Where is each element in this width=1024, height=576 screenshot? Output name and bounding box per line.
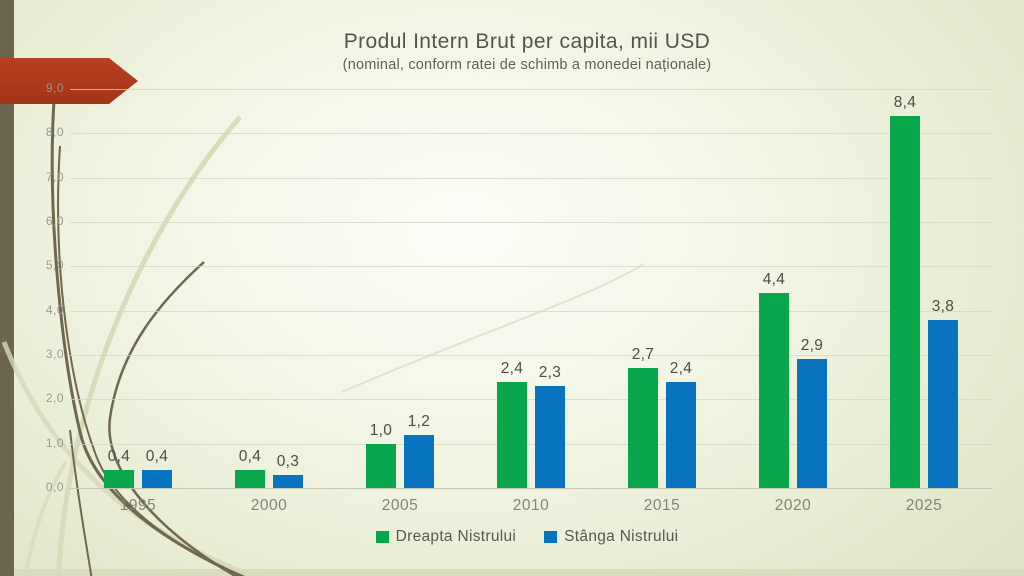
y-axis-tick-label: 1,0 bbox=[45, 435, 64, 450]
bottom-accent-strip bbox=[0, 569, 1024, 576]
gridline bbox=[70, 443, 992, 445]
legend-item: Dreapta Nistrului bbox=[375, 528, 517, 546]
bar-dreapta-nistrului-2015 bbox=[628, 368, 658, 488]
bar-value-label: 2,3 bbox=[538, 364, 562, 382]
bar-st-nga-nistrului-2020 bbox=[797, 359, 827, 488]
gridline bbox=[70, 89, 992, 90]
y-axis-tick-label: 3,0 bbox=[45, 347, 64, 361]
chart-legend: Dreapta Nistrului Stânga Nistrului bbox=[62, 528, 992, 546]
bar-st-nga-nistrului-2005 bbox=[404, 434, 434, 488]
bar-st-nga-nistrului-2000 bbox=[273, 474, 303, 488]
bar-value-label: 0,3 bbox=[276, 452, 300, 470]
y-axis-tick-label: 2,0 bbox=[45, 391, 64, 406]
y-axis-tick-label: 8,0 bbox=[45, 125, 64, 140]
legend-swatch bbox=[375, 531, 389, 543]
y-axis-tick-label: 9,0 bbox=[45, 81, 64, 95]
y-axis-tick-label: 5,0 bbox=[45, 258, 64, 273]
bar-value-label: 2,9 bbox=[800, 337, 824, 355]
legend-label: Dreapta Nistrului bbox=[395, 528, 517, 545]
category-label: 2015 bbox=[643, 497, 681, 514]
bar-st-nga-nistrului-2010 bbox=[535, 386, 565, 488]
gridline bbox=[70, 133, 992, 135]
y-axis-tick-label: 6,0 bbox=[45, 214, 64, 228]
bar-dreapta-nistrului-2005 bbox=[366, 443, 396, 488]
bar-dreapta-nistrului-2025 bbox=[890, 115, 920, 488]
gridline bbox=[70, 310, 992, 312]
y-axis-tick-label: 4,0 bbox=[45, 302, 64, 317]
chart-title-block: Produl Intern Brut per capita, mii USD (… bbox=[62, 30, 992, 73]
red-arrow-accent bbox=[0, 58, 138, 104]
gridline bbox=[70, 266, 992, 268]
category-label: 2005 bbox=[381, 497, 419, 514]
bar-dreapta-nistrului-2000 bbox=[235, 470, 265, 488]
bar-value-label: 1,0 bbox=[369, 421, 393, 439]
gridline bbox=[70, 399, 992, 401]
bar-st-nga-nistrului-2025 bbox=[928, 319, 958, 488]
chart-subtitle: (nominal, conform ratei de schimb a mone… bbox=[342, 57, 712, 73]
legend-swatch bbox=[544, 531, 558, 543]
legend-item: Stânga Nistrului bbox=[544, 528, 678, 546]
bar-dreapta-nistrului-2020 bbox=[759, 292, 789, 488]
gridline bbox=[70, 177, 992, 179]
gridline bbox=[70, 222, 992, 223]
category-label: 2020 bbox=[774, 497, 812, 514]
bar-st-nga-nistrului-1995 bbox=[142, 470, 172, 488]
bar-value-label: 4,4 bbox=[762, 270, 786, 288]
legend-label: Stânga Nistrului bbox=[564, 528, 679, 545]
category-label: 2010 bbox=[512, 497, 550, 514]
bar-value-label: 8,4 bbox=[893, 93, 917, 111]
bar-value-label: 2,4 bbox=[669, 359, 693, 377]
category-label: 2025 bbox=[905, 497, 943, 514]
bar-value-label: 3,8 bbox=[931, 297, 955, 315]
x-axis-line bbox=[70, 488, 992, 489]
gridline bbox=[70, 355, 992, 356]
bar-dreapta-nistrului-2010 bbox=[497, 381, 527, 488]
bar-st-nga-nistrului-2015 bbox=[666, 381, 696, 488]
bar-dreapta-nistrului-1995 bbox=[104, 470, 134, 488]
bar-value-label: 1,2 bbox=[407, 412, 431, 430]
y-axis-tick-label: 0,0 bbox=[45, 480, 64, 494]
category-label: 1995 bbox=[119, 497, 157, 514]
bar-value-label: 0,4 bbox=[145, 448, 169, 466]
chart-title: Produl Intern Brut per capita, mii USD bbox=[343, 30, 711, 53]
y-axis-tick-label: 7,0 bbox=[45, 169, 64, 184]
category-label: 2000 bbox=[250, 497, 288, 514]
